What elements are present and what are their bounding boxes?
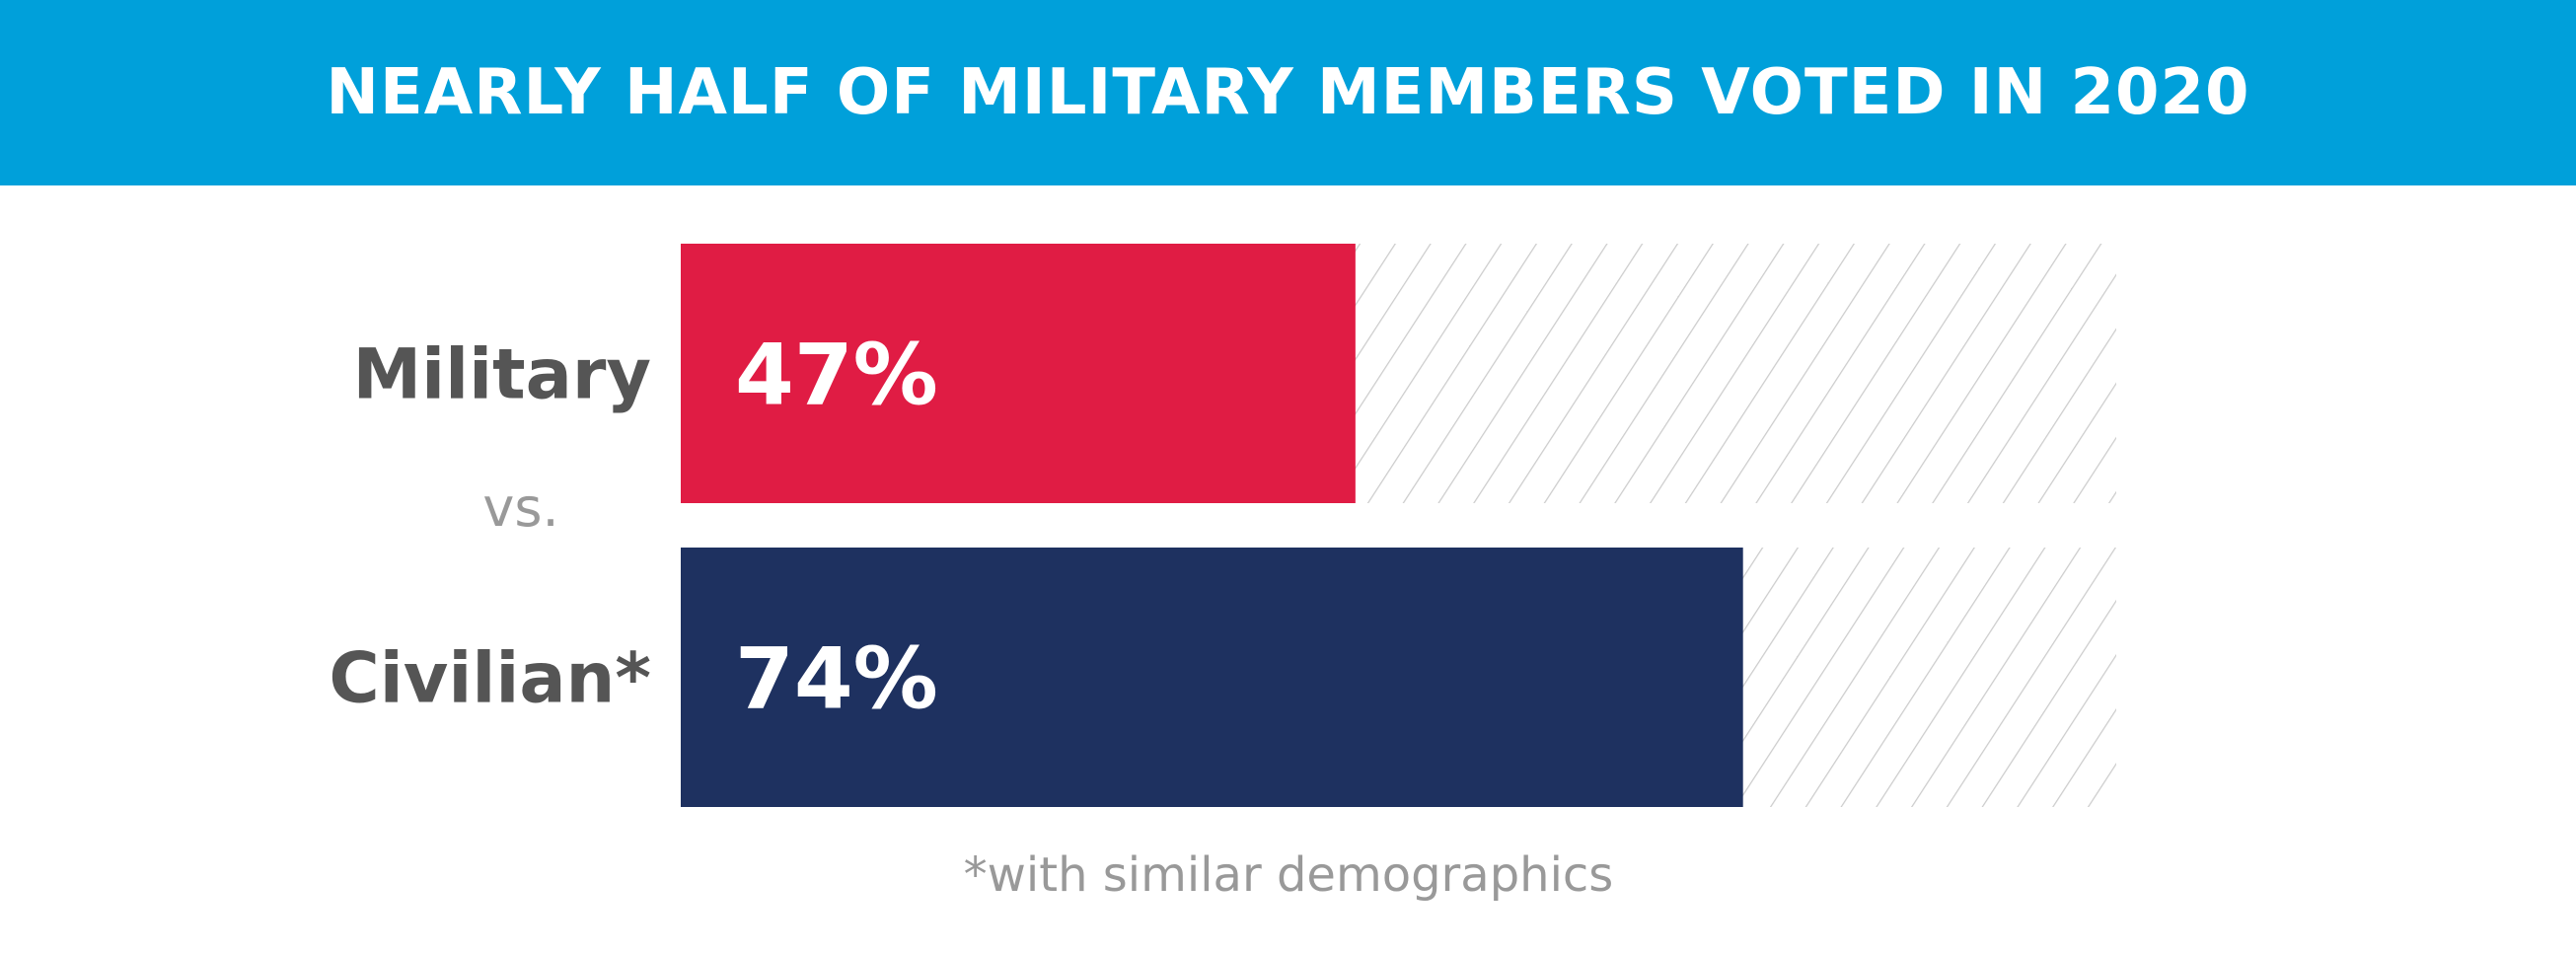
value-label-1: 47%: [735, 327, 938, 425]
bar-2: [681, 548, 1743, 807]
vs-separator: vs.: [482, 477, 558, 539]
value-label-2: 74%: [735, 630, 938, 729]
title-banner: NEARLY HALF OF MILITARY MEMBERS VOTED IN…: [0, 0, 2576, 185]
bars-group: Military 47% Civilian* 74%: [329, 244, 2116, 807]
bar-1: [681, 244, 1356, 503]
category-label-2: Civilian*: [329, 638, 651, 719]
chart-title: NEARLY HALF OF MILITARY MEMBERS VOTED IN…: [326, 56, 2250, 129]
footnote: *with similar demographics: [964, 847, 1614, 903]
category-label-1: Military: [353, 334, 652, 415]
